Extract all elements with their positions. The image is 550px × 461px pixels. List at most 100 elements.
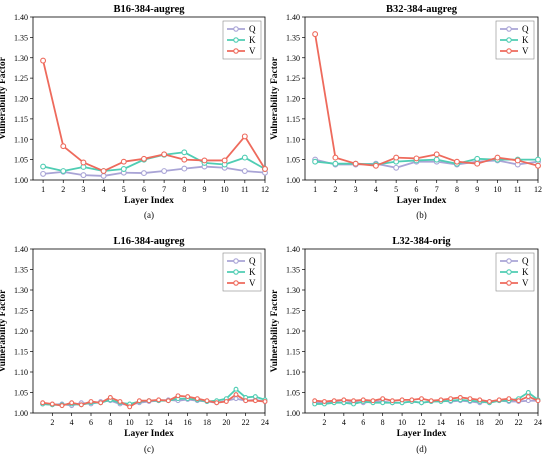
data-point-V <box>331 398 337 404</box>
legend-label-K: K <box>522 35 529 45</box>
data-point-V <box>107 394 113 400</box>
data-point-V <box>241 133 248 140</box>
data-point-Q <box>181 165 188 172</box>
data-point-K <box>181 149 188 156</box>
legend-marker-Q <box>506 26 512 32</box>
data-point-V <box>201 157 208 164</box>
x-tick-label: 6 <box>142 185 146 194</box>
y-tick-label: 1.05 <box>286 156 300 165</box>
legend-marker-V <box>233 48 239 54</box>
y-axis-label: Vulnerability Factor <box>0 56 8 140</box>
x-axis-label: Layer Index <box>397 429 447 439</box>
data-point-V <box>223 399 229 404</box>
series-line-Q <box>42 165 266 177</box>
chart-title: L16-384-augreg <box>114 236 186 247</box>
legend-label-Q: Q <box>522 256 529 266</box>
legend-label-V: V <box>249 278 256 288</box>
data-point-V <box>88 399 94 404</box>
data-point-V <box>185 394 191 400</box>
data-point-V <box>380 396 386 402</box>
legend-marker-V <box>506 280 512 286</box>
data-point-K <box>233 386 239 392</box>
data-point-V <box>262 399 268 404</box>
data-point-V <box>477 397 483 403</box>
x-tick-label: 3 <box>354 185 358 194</box>
data-point-V <box>69 400 75 406</box>
data-point-K <box>474 155 481 162</box>
data-point-V <box>312 31 319 38</box>
data-point-V <box>80 159 87 166</box>
data-point-V <box>409 397 415 403</box>
data-point-V <box>262 166 268 172</box>
x-tick-label: 2 <box>333 185 337 194</box>
y-axis-label: Vulnerability Factor <box>0 289 8 373</box>
data-point-V <box>243 398 249 404</box>
x-tick-label: 5 <box>394 185 398 194</box>
data-point-K <box>40 163 47 170</box>
legend-label-V: V <box>249 46 256 56</box>
x-tick-label: 4 <box>102 185 106 194</box>
legend-marker-K <box>233 37 239 43</box>
data-point-V <box>332 154 339 161</box>
legend-label-Q: Q <box>522 24 529 34</box>
data-point-V <box>59 403 65 409</box>
data-point-V <box>351 398 356 404</box>
legend-label-K: K <box>522 267 529 277</box>
y-tick-label: 1.00 <box>14 176 28 185</box>
legend-marker-Q <box>233 26 239 32</box>
y-tick-label: 1.15 <box>286 115 300 124</box>
x-tick-label: 12 <box>261 185 269 194</box>
chart-panel-a: B16-384-augreg 1.00 1.05 1.10 1.15 1.20 1.25 1.… <box>0 4 269 220</box>
data-point-Q <box>80 172 87 179</box>
x-tick-label: 1 <box>313 185 317 194</box>
data-point-V <box>370 398 376 404</box>
x-axis-label: Layer Index <box>397 196 447 206</box>
chart-title: B16-384-augreg <box>114 4 186 15</box>
data-point-Q <box>241 168 248 174</box>
data-point-V <box>136 398 142 404</box>
x-tick-label: 14 <box>437 418 445 427</box>
y-tick-label: 1.35 <box>286 266 300 275</box>
y-tick-label: 1.40 <box>286 13 300 22</box>
data-point-V <box>78 402 84 408</box>
data-point-V <box>156 397 162 403</box>
x-tick-label: 18 <box>203 418 211 427</box>
series-line-V <box>42 60 266 172</box>
y-tick-label: 1.20 <box>286 327 300 336</box>
x-tick-label: 8 <box>108 418 112 427</box>
y-tick-label: 1.20 <box>14 95 28 104</box>
data-point-V <box>175 393 181 399</box>
data-point-V <box>181 156 188 163</box>
y-tick-label: 1.00 <box>286 409 300 418</box>
x-axis-label: Layer Index <box>124 429 174 439</box>
y-tick-label: 1.00 <box>286 176 300 185</box>
data-point-V <box>535 162 541 169</box>
x-tick-label: 8 <box>455 185 459 194</box>
data-point-Q <box>141 170 147 177</box>
legend-label-V: V <box>522 46 529 56</box>
x-tick-label: 4 <box>374 185 378 194</box>
panel-caption: (d) <box>416 444 427 454</box>
data-point-K <box>241 154 248 161</box>
panel-caption: (b) <box>416 210 427 220</box>
x-tick-label: 3 <box>81 185 85 194</box>
x-tick-label: 24 <box>261 418 269 427</box>
data-point-V <box>165 398 171 404</box>
x-tick-label: 7 <box>162 185 166 194</box>
legend-marker-K <box>506 37 512 43</box>
data-point-Q <box>100 172 107 179</box>
data-point-V <box>389 398 395 404</box>
legend-label-Q: Q <box>249 256 256 266</box>
x-tick-label: 1 <box>41 185 45 194</box>
x-tick-label: 16 <box>184 418 192 427</box>
data-point-Q <box>525 398 531 404</box>
data-point-V <box>372 162 379 169</box>
x-tick-label: 2 <box>61 185 65 194</box>
legend-label-Q: Q <box>249 24 256 34</box>
data-point-V <box>428 398 434 404</box>
y-tick-label: 1.25 <box>14 307 28 316</box>
y-tick-label: 1.05 <box>14 389 28 398</box>
x-tick-label: 20 <box>495 418 503 427</box>
data-point-V <box>252 398 258 404</box>
